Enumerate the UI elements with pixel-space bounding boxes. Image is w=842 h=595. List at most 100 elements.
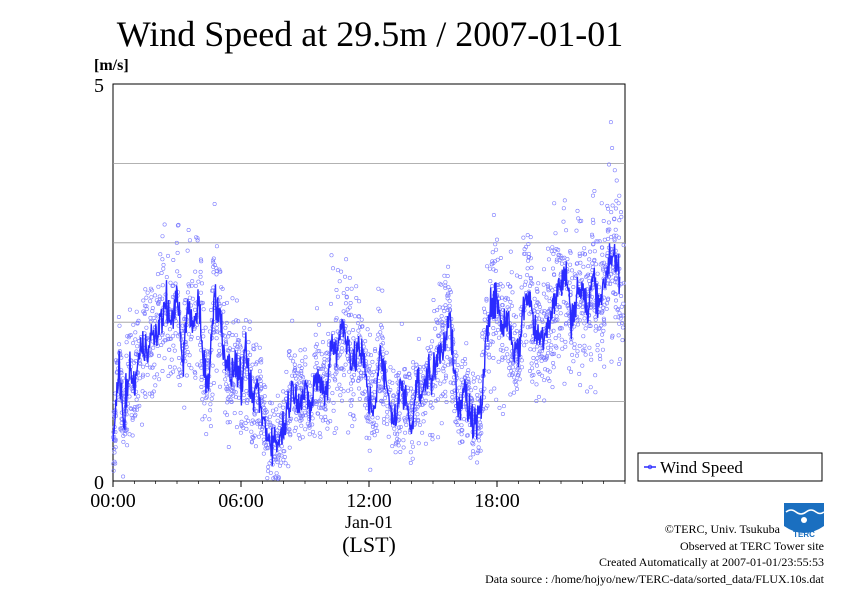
scatter-point <box>526 242 531 247</box>
scatter-point <box>255 419 260 424</box>
scatter-point <box>111 468 116 473</box>
scatter-point <box>218 384 223 389</box>
scatter-point <box>591 241 596 246</box>
scatter-point <box>438 381 443 386</box>
scatter-point <box>147 391 152 396</box>
scatter-point <box>568 250 573 255</box>
scatter-point <box>554 314 559 319</box>
scatter-point <box>501 404 506 409</box>
scatter-point <box>595 348 600 353</box>
scatter-point <box>161 266 166 271</box>
scatter-point <box>500 355 505 360</box>
scatter-point <box>157 353 162 358</box>
scatter-point <box>266 469 271 474</box>
scatter-point <box>539 309 544 314</box>
scatter-point <box>120 429 125 434</box>
scatter-point <box>439 421 444 426</box>
scatter-point <box>369 430 374 435</box>
scatter-point <box>507 373 512 378</box>
scatter-point <box>478 448 483 453</box>
scatter-point <box>190 279 195 284</box>
scatter-point <box>291 359 296 364</box>
scatter-point <box>370 424 375 429</box>
scatter-point <box>254 360 259 365</box>
scatter-point <box>141 309 146 314</box>
scatter-point <box>572 342 577 347</box>
scatter-point <box>346 388 351 393</box>
scatter-point <box>488 389 493 394</box>
logo-wave-icon <box>785 509 825 515</box>
scatter-point <box>382 396 387 401</box>
scatter-point <box>500 303 505 308</box>
scatter-point <box>224 340 229 345</box>
scatter-point <box>525 273 530 278</box>
scatter-point <box>617 321 622 326</box>
scatter-point <box>546 257 551 262</box>
scatter-point <box>121 439 126 444</box>
scatter-point <box>262 394 267 399</box>
scatter-point <box>211 270 216 275</box>
scatter-point <box>500 342 505 347</box>
scatter-point <box>230 347 235 352</box>
scatter-point <box>414 362 419 367</box>
scatter-point <box>617 311 622 316</box>
footer-created: Created Automatically at 2007-01-01/23:5… <box>599 555 824 569</box>
scatter-point <box>556 354 561 359</box>
scatter-point <box>362 389 367 394</box>
scatter-point <box>544 355 549 360</box>
scatter-point <box>114 358 119 363</box>
scatter-point <box>485 264 490 269</box>
scatter-point <box>600 339 605 344</box>
scatter-point <box>223 377 228 382</box>
scatter-point <box>352 314 357 319</box>
scatter-point <box>410 394 415 399</box>
scatter-point <box>524 339 529 344</box>
scatter-point <box>616 361 621 366</box>
scatter-point <box>589 357 594 362</box>
scatter-point <box>462 356 467 361</box>
scatter-point <box>343 362 348 367</box>
scatter-point <box>141 298 146 303</box>
scatter-point <box>516 373 521 378</box>
scatter-point <box>390 399 395 404</box>
scatter-point <box>263 384 268 389</box>
scatter-point <box>199 259 204 264</box>
scatter-point <box>443 306 448 311</box>
scatter-point <box>349 387 354 392</box>
scatter-point <box>339 386 344 391</box>
scatter-point <box>199 377 204 382</box>
scatter-point <box>575 322 580 327</box>
x-axis-label: (LST) <box>342 532 396 557</box>
scatter-point <box>211 260 216 265</box>
x-tick-label-1200: 12:00 <box>346 490 392 512</box>
scatter-point <box>614 198 619 203</box>
scatter-point <box>410 456 415 461</box>
scatter-point <box>148 319 153 324</box>
x-tick-label-0600: 06:00 <box>218 490 264 512</box>
scatter-point <box>384 350 389 355</box>
scatter-point <box>418 365 423 370</box>
scatter-point <box>316 411 321 416</box>
scatter-point <box>513 350 518 355</box>
scatter-point <box>491 213 496 218</box>
scatter-point <box>149 352 154 357</box>
scatter-point <box>588 323 593 328</box>
scatter-point <box>373 347 378 352</box>
scatter-point <box>407 375 412 380</box>
scatter-point <box>167 347 172 352</box>
scatter-point <box>288 431 293 436</box>
scatter-point <box>303 427 308 432</box>
scatter-point <box>348 412 353 417</box>
scatter-point <box>224 342 229 347</box>
scatter-point <box>604 301 609 306</box>
scatter-point <box>590 261 595 266</box>
scatter-point <box>318 366 323 371</box>
scatter-point <box>290 373 295 378</box>
scatter-point <box>510 290 515 295</box>
scatter-point <box>174 240 179 245</box>
scatter-point <box>500 411 505 416</box>
scatter-point <box>370 421 375 426</box>
scatter-point <box>613 227 618 232</box>
scatter-point <box>225 385 230 390</box>
scatter-point <box>140 389 145 394</box>
